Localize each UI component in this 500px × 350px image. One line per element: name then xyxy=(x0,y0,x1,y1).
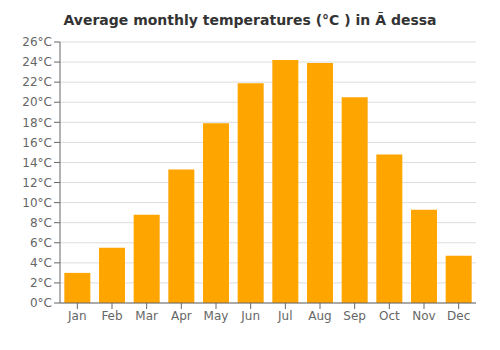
svg-text:10°C: 10°C xyxy=(22,196,52,210)
svg-text:14°C: 14°C xyxy=(22,156,52,170)
svg-text:22°C: 22°C xyxy=(22,75,52,89)
svg-text:Jun: Jun xyxy=(240,309,260,323)
svg-text:Jan: Jan xyxy=(67,309,87,323)
svg-text:Dec: Dec xyxy=(447,309,470,323)
svg-text:Nov: Nov xyxy=(412,309,435,323)
svg-text:May: May xyxy=(204,309,229,323)
svg-text:Jul: Jul xyxy=(277,309,292,323)
svg-text:8°C: 8°C xyxy=(30,216,52,230)
svg-text:24°C: 24°C xyxy=(22,55,52,69)
svg-text:6°C: 6°C xyxy=(30,236,52,250)
svg-text:18°C: 18°C xyxy=(22,116,52,130)
svg-text:Feb: Feb xyxy=(101,309,122,323)
svg-text:2°C: 2°C xyxy=(30,276,52,290)
svg-text:Mar: Mar xyxy=(135,309,158,323)
svg-text:16°C: 16°C xyxy=(22,136,52,150)
svg-text:Apr: Apr xyxy=(171,309,192,323)
svg-text:Sep: Sep xyxy=(343,309,366,323)
html-text:Average monthly temperatures (: Average monthly temperatures (°C ) in Ã … xyxy=(63,12,437,28)
svg-text:26°C: 26°C xyxy=(22,35,52,49)
svg-text:20°C: 20°C xyxy=(22,95,52,109)
svg-text:12°C: 12°C xyxy=(22,176,52,190)
svg-text:Aug: Aug xyxy=(308,309,331,323)
svg-text:Oct: Oct xyxy=(379,309,400,323)
svg-text:4°C: 4°C xyxy=(30,256,52,270)
svg-text:0°C: 0°C xyxy=(30,296,52,310)
